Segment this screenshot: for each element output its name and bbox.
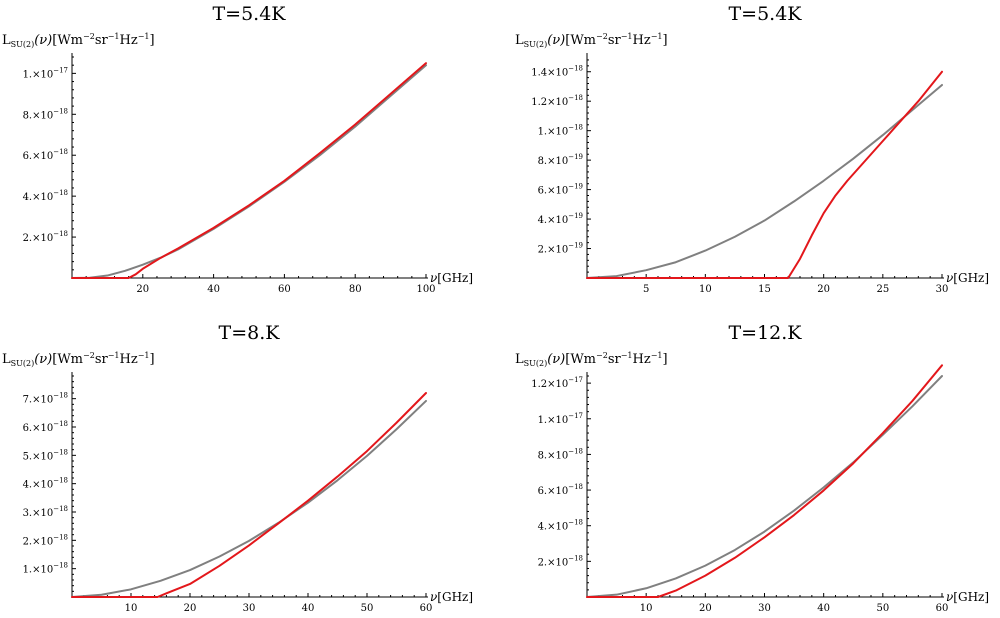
- x-tick-label: 40: [302, 603, 315, 614]
- x-tick-label: 60: [420, 603, 433, 614]
- x-tick-label: 30: [758, 603, 771, 614]
- y-tick-label: 4.×10−18: [538, 519, 583, 533]
- chart-title: T=12.K: [728, 322, 802, 344]
- chart-panel-2: T=5.4K LSU(2)(ν)[Wm−2sr−1Hz−1] ν[GHz] 5 10 15…: [515, 3, 989, 295]
- chart-panel-3: T=8.K LSU(2)(ν)[Wm−2sr−1Hz−1] ν[GHz] 10 20 30…: [2, 322, 473, 614]
- y-axis-label: LSU(2)(ν)[Wm−2sr−1Hz−1]: [2, 32, 155, 49]
- y-tick-label: 2.×10−18: [23, 533, 68, 547]
- series-line-planck: [586, 83, 943, 279]
- y-tick-label: 1.×10−18: [23, 562, 68, 576]
- y-tick-label: 1.2×10−17: [531, 376, 583, 390]
- y-tick-label: 2.×10−18: [538, 554, 583, 568]
- x-tick-label: 10: [699, 284, 712, 295]
- x-tick-label: 20: [184, 603, 197, 614]
- y-tick-label: 4.×10−19: [538, 212, 583, 226]
- x-tick-label: 60: [278, 284, 291, 295]
- x-axis-label: ν[GHz]: [430, 271, 473, 285]
- y-tick-label: 4.×10−18: [23, 189, 68, 203]
- x-tick-label: 20: [136, 284, 149, 295]
- y-axis-label: LSU(2)(ν)[Wm−2sr−1Hz−1]: [515, 351, 668, 368]
- chart-title: T=5.4K: [728, 3, 802, 25]
- chart-title: T=5.4K: [212, 3, 286, 25]
- series-line-su2: [586, 70, 943, 279]
- y-tick-label: 6.×10−18: [23, 420, 68, 434]
- y-tick-label: 1.×10−18: [538, 124, 583, 138]
- chart-title: T=8.K: [219, 322, 281, 344]
- y-tick-label: 1.2×10−18: [531, 94, 583, 108]
- x-tick-label: 50: [361, 603, 374, 614]
- y-tick-label: 4.×10−18: [23, 477, 68, 491]
- x-tick-label: 20: [699, 603, 712, 614]
- x-tick-label: 15: [758, 284, 771, 295]
- series-line-planck: [71, 64, 427, 279]
- y-tick-label: 5.×10−18: [23, 448, 68, 462]
- x-tick-label: 60: [936, 603, 949, 614]
- series-line-su2: [71, 392, 427, 598]
- x-tick-label: 80: [349, 284, 362, 295]
- x-tick-label: 20: [817, 284, 830, 295]
- x-tick-label: 5: [643, 284, 649, 295]
- y-tick-label: 6.×10−19: [538, 183, 583, 197]
- x-tick-label: 50: [876, 603, 889, 614]
- x-tick-label: 10: [640, 603, 653, 614]
- x-tick-label: 40: [817, 603, 830, 614]
- x-tick-label: 100: [416, 284, 435, 295]
- series-line-planck: [586, 375, 943, 598]
- series-line-su2: [71, 62, 427, 279]
- y-tick-label: 1.4×10−18: [531, 65, 583, 79]
- y-tick-label: 1.×10−17: [538, 412, 583, 426]
- x-tick-label: 25: [876, 284, 889, 295]
- x-axis-label: ν[GHz]: [946, 271, 989, 285]
- y-tick-label: 3.×10−18: [23, 505, 68, 519]
- y-tick-label: 2.×10−18: [23, 230, 68, 244]
- y-tick-label: 6.×10−18: [538, 483, 583, 497]
- y-tick-label: 1.×10−17: [23, 66, 68, 80]
- y-axis-label: LSU(2)(ν)[Wm−2sr−1Hz−1]: [2, 351, 155, 368]
- x-tick-label: 30: [936, 284, 949, 295]
- y-tick-label: 8.×10−18: [23, 107, 68, 121]
- y-axis-label: LSU(2)(ν)[Wm−2sr−1Hz−1]: [515, 32, 668, 49]
- x-axis-label: ν[GHz]: [946, 590, 989, 604]
- x-tick-label: 30: [243, 603, 256, 614]
- x-axis-label: ν[GHz]: [430, 590, 473, 604]
- y-tick-label: 8.×10−19: [538, 153, 583, 167]
- y-tick-label: 2.×10−19: [538, 242, 583, 256]
- y-tick-label: 7.×10−18: [23, 392, 68, 406]
- x-tick-label: 40: [207, 284, 220, 295]
- x-tick-label: 10: [125, 603, 138, 614]
- series-line-planck: [71, 399, 427, 598]
- y-tick-label: 8.×10−18: [538, 447, 583, 461]
- y-tick-label: 6.×10−18: [23, 148, 68, 162]
- series-line-su2: [586, 364, 943, 598]
- chart-panel-1: T=5.4K LSU(2)(ν)[Wm−2sr−1Hz−1] ν[GHz] 20 40 6…: [2, 3, 473, 295]
- chart-panel-4: T=12.K LSU(2)(ν)[Wm−2sr−1Hz−1] ν[GHz] 10 20 3…: [515, 322, 989, 614]
